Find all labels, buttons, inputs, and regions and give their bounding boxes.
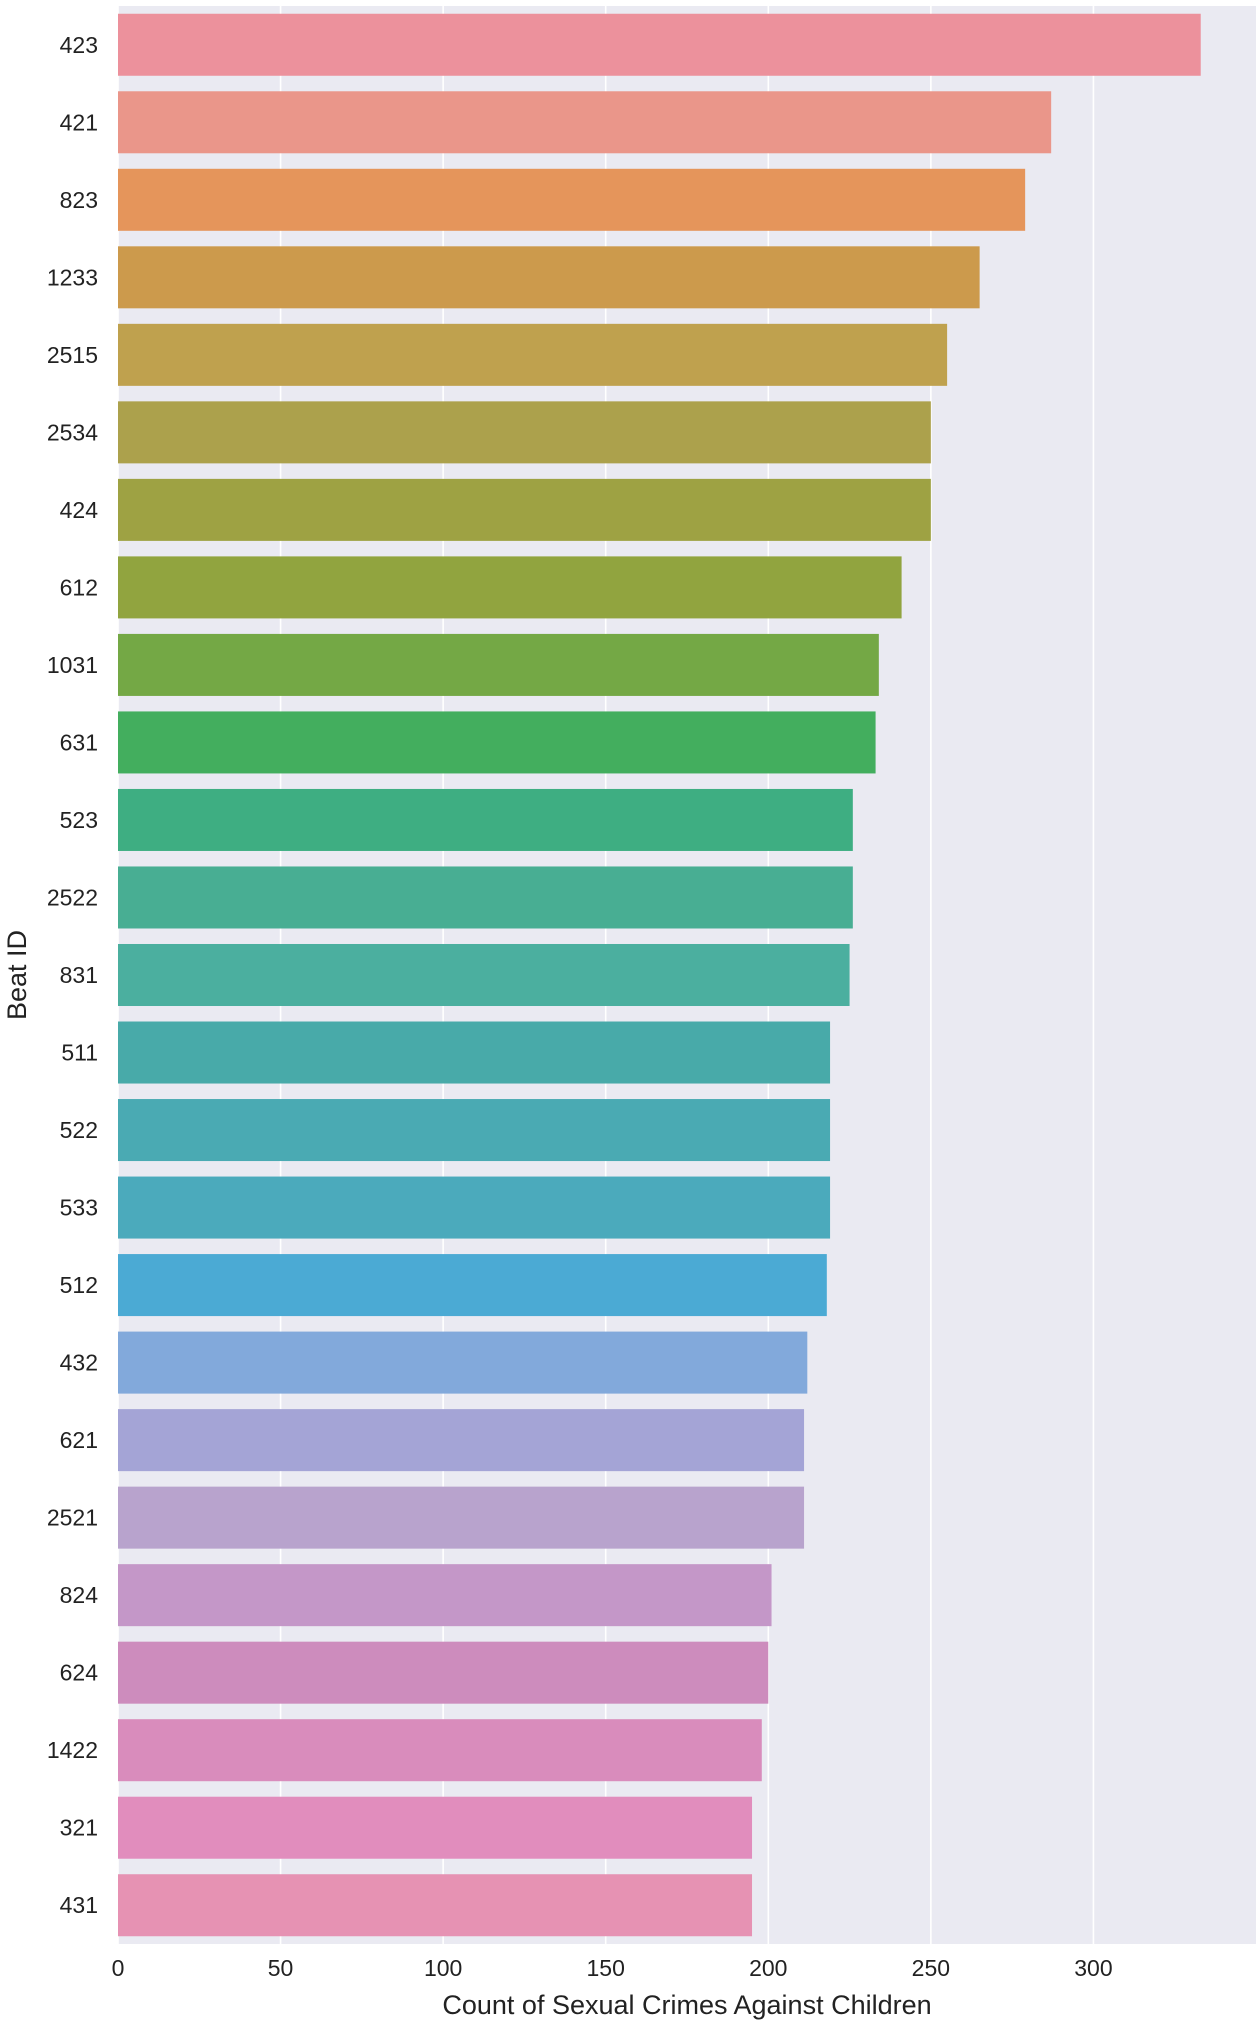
x-axis-label: Count of Sexual Crimes Against Children [442,1990,931,2020]
bar-421 [118,91,1052,154]
x-tick-label: 50 [268,1955,294,1981]
bar-831 [118,943,850,1007]
y-tick-label: 1031 [47,652,98,678]
bar-512 [118,1254,827,1317]
bar-522 [118,1099,831,1162]
bar-533 [118,1176,831,1239]
y-axis-label: Beat ID [2,930,32,1020]
bar-1233 [118,246,980,309]
bar-423 [118,13,1201,76]
bar-1031 [118,633,879,696]
y-tick-label: 533 [60,1195,98,1221]
bar-321 [118,1796,753,1859]
bar-1422 [118,1719,762,1782]
y-tick-label: 2534 [47,419,98,445]
bar-2522 [118,866,853,929]
y-tick-label: 2521 [47,1505,98,1531]
bar-2521 [118,1486,805,1549]
y-tick-label: 831 [60,962,98,988]
bar-511 [118,1021,831,1084]
bar-823 [118,168,1026,231]
x-tick-label: 250 [912,1955,950,1981]
y-tick-label: 523 [60,807,98,833]
y-tick-label: 321 [60,1815,98,1841]
x-tick-label: 0 [112,1955,125,1981]
y-tick-label: 423 [60,32,98,58]
x-tick-label: 100 [424,1955,462,1981]
x-tick-label: 300 [1074,1955,1112,1981]
y-tick-label: 824 [60,1582,99,1608]
y-tick-label: 621 [60,1427,98,1453]
y-tick-label: 512 [60,1272,98,1298]
bar-631 [118,711,876,774]
bar-621 [118,1409,805,1472]
y-tick-label: 522 [60,1117,98,1143]
bar-2515 [118,323,948,386]
bar-432 [118,1331,808,1394]
x-tick-label: 150 [587,1955,625,1981]
y-tick-label: 2522 [47,884,98,910]
y-tick-label: 431 [60,1892,98,1918]
bar-424 [118,478,931,541]
y-tick-label: 624 [60,1660,99,1686]
bar-612 [118,556,902,619]
y-tick-label: 631 [60,729,98,755]
bar-431 [118,1874,753,1937]
y-tick-label: 432 [60,1350,98,1376]
y-tick-labels: 423 421 823 1233 2515 2534 424 612 1031 631 523 252… [47,32,98,1918]
bar-824 [118,1564,772,1627]
y-tick-label: 424 [60,497,99,523]
x-tick-label: 200 [749,1955,787,1981]
y-tick-label: 612 [60,574,98,600]
y-tick-label: 511 [61,1040,98,1066]
y-tick-label: 2515 [47,342,98,368]
y-tick-label: 1233 [47,264,98,290]
x-tick-labels: 0 50 100 150 200 250 300 [112,1955,1113,1981]
y-tick-label: 823 [60,187,98,213]
bar-523 [118,788,853,851]
bars [118,13,1201,1937]
y-tick-label: 421 [60,109,98,135]
y-tick-label: 1422 [47,1737,98,1763]
bar-2534 [118,401,931,464]
bar-624 [118,1641,769,1704]
